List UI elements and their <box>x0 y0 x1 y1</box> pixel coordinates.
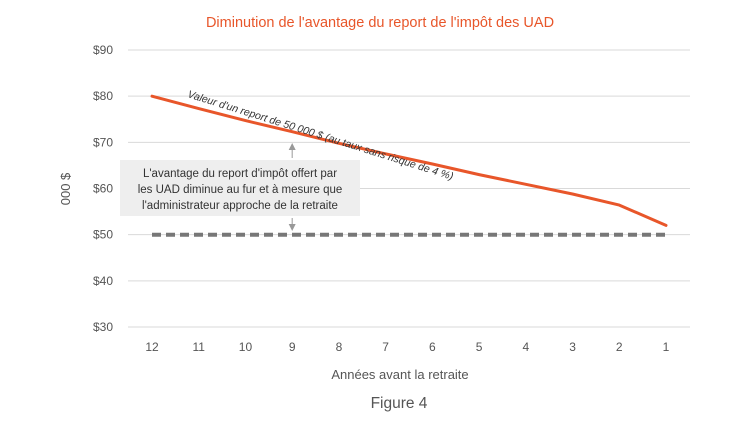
y-tick-label: $80 <box>93 89 113 103</box>
x-axis-ticks: 12 11 10 9 8 7 6 5 4 3 2 1 <box>145 340 669 354</box>
y-tick-label: $90 <box>93 43 113 57</box>
annotation: L'avantage du report d'impôt offert par l… <box>120 143 360 231</box>
x-axis-label: Années avant la retraite <box>331 367 468 382</box>
x-tick-label: 6 <box>429 340 436 354</box>
x-tick-label: 4 <box>522 340 529 354</box>
y-tick-label: $50 <box>93 228 113 242</box>
y-tick-label: $30 <box>93 320 113 334</box>
chart-title: Diminution de l'avantage du report de l'… <box>206 15 554 31</box>
deferral-value-line <box>150 94 668 227</box>
figure-caption: Figure 4 <box>371 395 428 412</box>
annotation-text-line: les UAD diminue au fur et à mesure que <box>138 184 343 196</box>
annotation-box <box>120 160 360 216</box>
x-tick-label: 8 <box>336 340 343 354</box>
x-tick-label: 11 <box>192 340 205 354</box>
annotation-text-line: L'avantage du report d'impôt offert par <box>143 168 337 180</box>
x-tick-label: 12 <box>145 340 159 354</box>
y-tick-label: $70 <box>93 135 113 149</box>
arrow-up-head <box>288 143 296 150</box>
arrow-down-head <box>288 224 296 231</box>
x-tick-label: 3 <box>569 340 576 354</box>
y-axis-label: 000 $ <box>58 172 73 205</box>
y-tick-label: $60 <box>93 182 113 196</box>
x-tick-label: 7 <box>382 340 389 354</box>
x-tick-label: 5 <box>476 340 483 354</box>
x-tick-label: 9 <box>289 340 296 354</box>
x-tick-label: 2 <box>616 340 623 354</box>
annotation-text-line: l'administrateur approche de la retraite <box>142 200 338 212</box>
x-tick-label: 1 <box>663 340 670 354</box>
y-tick-label: $40 <box>93 274 113 288</box>
x-tick-label: 10 <box>239 340 253 354</box>
y-axis-ticks: $30 $40 $50 $60 $70 $80 $90 <box>93 43 113 334</box>
